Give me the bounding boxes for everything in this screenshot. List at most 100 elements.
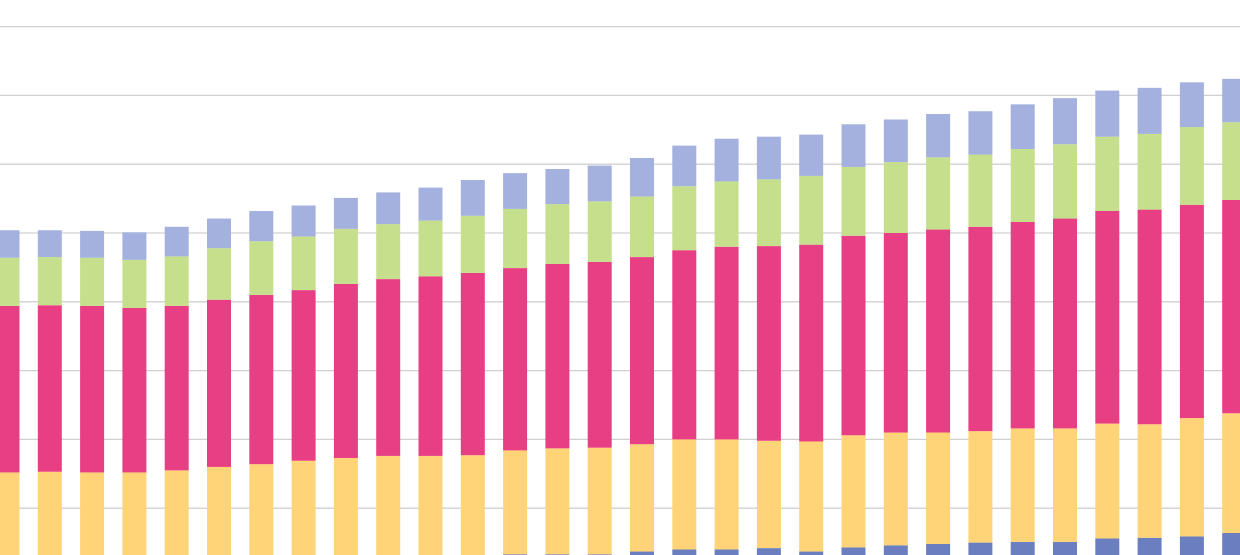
bar-stack	[0, 230, 20, 555]
bar-segment-series-3	[1179, 204, 1204, 419]
bar-segment-series-1	[799, 551, 824, 555]
bar-stack	[799, 134, 824, 555]
bar-segment-series-1	[1222, 532, 1240, 555]
bar-segment-series-4	[164, 256, 189, 306]
bar-segment-series-4	[249, 241, 274, 295]
bar-segment-series-1	[1137, 537, 1162, 555]
bar-segment-series-2	[883, 432, 908, 546]
bar-segment-series-4	[714, 181, 739, 247]
bar-stack	[587, 165, 612, 555]
bar-stack	[376, 192, 401, 555]
bar-segment-series-3	[1222, 199, 1240, 414]
bar-segment-series-4	[1222, 122, 1240, 200]
bar-segment-series-5	[883, 119, 908, 163]
bar-segment-series-2	[1053, 428, 1077, 542]
bar-segment-series-5	[545, 169, 570, 205]
bar-segment-series-4	[672, 186, 697, 251]
bar-segment-series-2	[460, 455, 485, 555]
bar-segment-series-2	[376, 455, 401, 555]
bar-segment-series-1	[968, 542, 993, 555]
bar-segment-series-2	[1010, 428, 1035, 542]
bar-segment-series-5	[122, 232, 147, 260]
bar-segment-series-4	[1010, 149, 1035, 222]
bar-segment-series-4	[1137, 133, 1162, 210]
bar-segment-series-5	[1179, 82, 1204, 128]
bar-segment-series-5	[968, 111, 993, 155]
bar-stack	[1010, 104, 1035, 555]
bar-segment-series-3	[1010, 221, 1035, 429]
bar-segment-series-5	[714, 138, 739, 182]
bar-segment-series-3	[1137, 209, 1162, 425]
bar-segment-series-2	[587, 447, 612, 555]
bar-segment-series-5	[460, 180, 485, 216]
bars	[0, 78, 1240, 555]
bar-stack	[545, 169, 570, 555]
bar-segment-series-4	[1095, 136, 1120, 211]
bar-segment-series-2	[333, 457, 358, 555]
bar-segment-series-2	[968, 431, 993, 543]
bar-segment-series-4	[968, 154, 993, 227]
bar-segment-series-4	[545, 204, 570, 264]
bar-segment-series-3	[799, 244, 824, 442]
bar-stack	[249, 210, 274, 555]
bar-segment-series-1	[756, 548, 781, 555]
bar-segment-series-5	[630, 158, 654, 197]
bar-segment-series-3	[968, 226, 993, 432]
bar-segment-series-5	[1137, 87, 1162, 134]
bar-segment-series-4	[799, 175, 824, 245]
bar-segment-series-5	[799, 134, 824, 176]
bar-segment-series-4	[883, 162, 908, 233]
bar-segment-series-5	[587, 165, 612, 202]
bar-stack	[1053, 98, 1077, 555]
bar-segment-series-3	[756, 246, 781, 441]
bar-segment-series-4	[630, 196, 654, 258]
bar-stack	[1222, 78, 1240, 555]
bar-segment-series-4	[587, 201, 612, 262]
bar-segment-series-1	[1179, 536, 1204, 555]
bar-stack	[1095, 90, 1120, 555]
bar-segment-series-2	[1137, 424, 1162, 538]
bar-segment-series-2	[291, 460, 316, 555]
bar-segment-series-2	[503, 450, 528, 555]
bar-segment-series-5	[672, 145, 697, 187]
bar-segment-series-2	[1095, 423, 1120, 539]
bar-segment-series-5	[756, 136, 781, 180]
bar-segment-series-1	[1010, 541, 1035, 555]
bar-stack	[164, 226, 189, 555]
bar-segment-series-2	[714, 439, 739, 550]
bar-segment-series-3	[672, 250, 697, 440]
bar-segment-series-2	[841, 435, 866, 548]
bar-segment-series-3	[207, 299, 231, 467]
bar-stack	[968, 111, 993, 555]
bar-segment-series-4	[460, 215, 485, 273]
bar-segment-series-3	[291, 290, 316, 461]
bar-stack	[714, 138, 739, 555]
bar-stack	[503, 173, 528, 555]
bar-segment-series-1	[883, 545, 908, 555]
bar-segment-series-5	[503, 173, 528, 209]
bar-stack	[333, 197, 358, 555]
bar-segment-series-3	[630, 257, 654, 445]
bar-segment-series-3	[164, 305, 189, 471]
bar-segment-series-2	[249, 464, 274, 555]
bar-segment-series-2	[545, 448, 570, 555]
bar-stack	[122, 232, 147, 555]
bar-stack	[1137, 87, 1162, 555]
bar-segment-series-4	[80, 257, 105, 306]
bar-segment-series-4	[1053, 144, 1077, 219]
bar-segment-series-2	[672, 439, 697, 550]
bar-segment-series-2	[164, 470, 189, 555]
bar-segment-series-5	[80, 230, 105, 258]
bar-segment-series-4	[376, 224, 401, 280]
bar-segment-series-3	[122, 307, 147, 473]
bar-segment-series-5	[841, 124, 866, 167]
bar-segment-series-3	[460, 272, 485, 456]
bar-stack	[1179, 82, 1204, 555]
bar-segment-series-2	[418, 455, 443, 555]
bar-segment-series-3	[841, 235, 866, 436]
bar-segment-series-4	[756, 179, 781, 247]
bar-segment-series-4	[418, 220, 443, 277]
bar-segment-series-4	[122, 259, 147, 308]
bar-segment-series-3	[714, 246, 739, 440]
